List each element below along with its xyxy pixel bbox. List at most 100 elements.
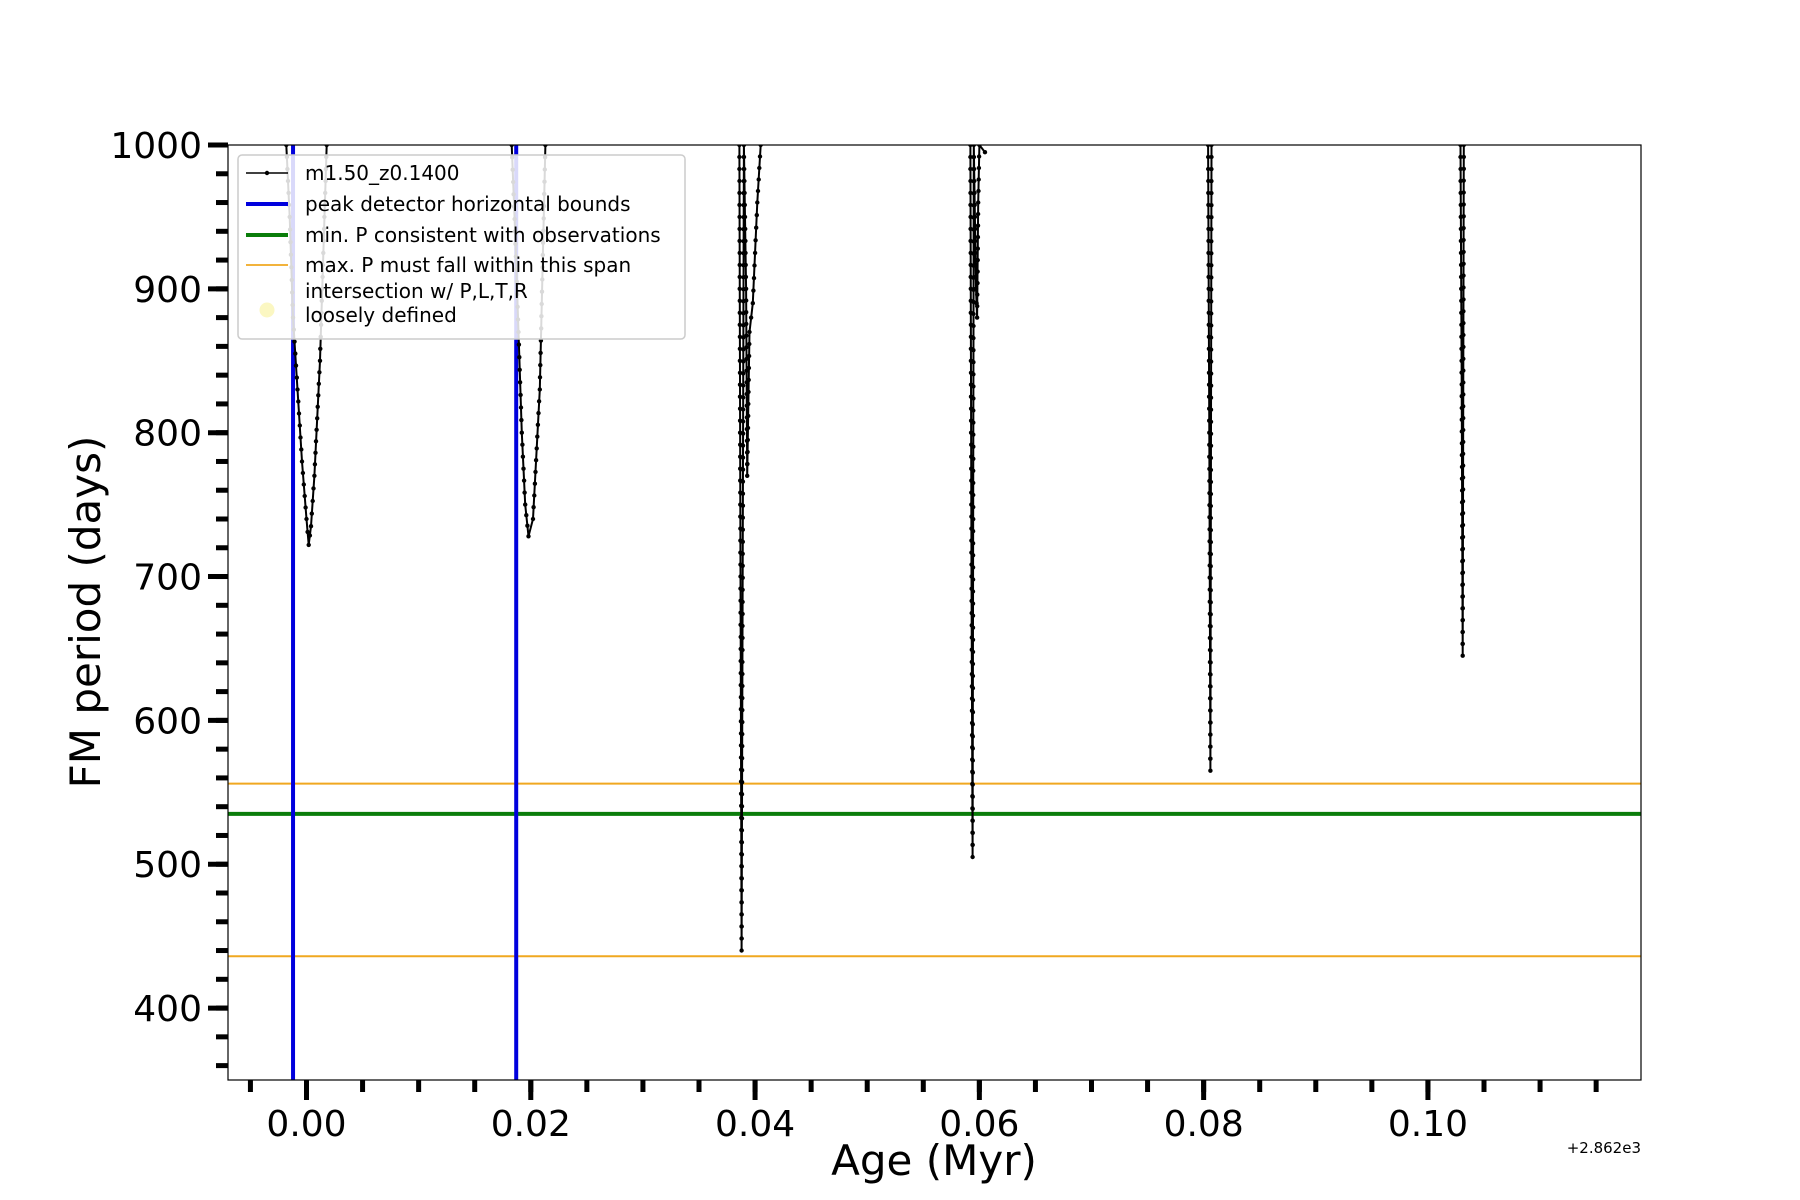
series-point xyxy=(738,263,742,267)
series-point xyxy=(1209,576,1213,580)
series-point xyxy=(741,552,745,556)
series-point xyxy=(971,372,975,376)
series-point xyxy=(737,155,741,159)
series-point xyxy=(1209,420,1213,424)
y-tick-label: 1000 xyxy=(110,126,202,167)
series-point xyxy=(744,275,748,279)
series-point xyxy=(971,626,975,630)
series-point xyxy=(971,396,975,400)
series-point xyxy=(738,275,742,279)
series-point xyxy=(1209,564,1213,568)
series-point xyxy=(1461,392,1465,396)
legend-marker xyxy=(260,303,275,318)
series-point xyxy=(753,251,757,255)
series-point xyxy=(295,387,299,391)
series-point xyxy=(971,324,975,328)
series-point xyxy=(313,462,317,466)
y-tick-label: 600 xyxy=(133,701,202,742)
series-point xyxy=(755,213,759,217)
series-point xyxy=(1461,654,1465,658)
series-point xyxy=(974,275,978,279)
series-point xyxy=(1209,203,1213,207)
series-point xyxy=(1209,215,1213,219)
series-point xyxy=(1208,732,1212,736)
series-point xyxy=(1461,475,1465,479)
series-point xyxy=(311,499,315,503)
series-point xyxy=(740,720,744,724)
series-point xyxy=(1461,570,1465,574)
series-point xyxy=(971,481,975,485)
series-point xyxy=(1209,456,1213,460)
series-point xyxy=(746,390,750,394)
series-point xyxy=(755,200,759,204)
series-point xyxy=(744,333,748,337)
series-point xyxy=(1209,468,1213,472)
series-point xyxy=(1209,287,1213,291)
series-point xyxy=(293,351,297,355)
series-point xyxy=(742,167,746,171)
series-point xyxy=(518,368,522,372)
series-point xyxy=(977,177,981,181)
series-point xyxy=(972,155,976,159)
series-point xyxy=(740,660,744,664)
series-point xyxy=(976,189,980,193)
series-point xyxy=(317,382,321,386)
legend: m1.50_z0.1400peak detector horizontal bo… xyxy=(238,155,685,339)
series-point xyxy=(308,533,312,537)
series-point xyxy=(971,336,975,340)
series-point xyxy=(1209,251,1213,255)
series-point xyxy=(740,852,744,856)
series-point xyxy=(741,395,745,399)
series-point xyxy=(747,378,751,382)
series-point xyxy=(745,462,749,466)
series-point xyxy=(1208,672,1212,676)
series-point xyxy=(521,467,525,471)
series-point xyxy=(298,423,302,427)
series-point xyxy=(747,330,751,334)
series-point xyxy=(518,393,522,397)
series-point xyxy=(1461,594,1465,598)
series-point xyxy=(974,287,978,291)
series-point xyxy=(741,540,745,544)
series-point xyxy=(318,347,322,351)
legend-label: peak detector horizontal bounds xyxy=(305,192,631,216)
series-point xyxy=(303,505,307,509)
y-tick-label: 800 xyxy=(133,414,202,455)
series-point xyxy=(971,770,975,774)
series-point xyxy=(1461,523,1465,527)
series-point xyxy=(1461,226,1465,230)
series-point xyxy=(740,924,744,928)
series-point xyxy=(973,239,977,243)
series-point xyxy=(971,710,975,714)
series-point xyxy=(524,513,528,517)
series-point xyxy=(740,588,744,592)
x-offset-label: +2.862e3 xyxy=(1567,1139,1641,1157)
series-point xyxy=(1209,396,1213,400)
series-point xyxy=(294,363,298,367)
series-point xyxy=(1209,263,1213,267)
series-point xyxy=(1209,191,1213,195)
series-point xyxy=(976,223,980,227)
series-point xyxy=(1208,745,1212,749)
series-point xyxy=(1461,262,1465,266)
series-point xyxy=(1461,558,1465,562)
series-point xyxy=(977,154,981,158)
series-point xyxy=(538,363,542,367)
series-point xyxy=(318,359,322,363)
legend-marker xyxy=(265,171,269,175)
series-point xyxy=(296,399,300,403)
series-point xyxy=(740,840,744,844)
series-point xyxy=(971,469,975,473)
series-point xyxy=(1461,333,1465,337)
series-point xyxy=(740,744,744,748)
series-point xyxy=(297,411,301,415)
x-tick-label: 0.00 xyxy=(266,1104,346,1145)
legend-label: max. P must fall within this span xyxy=(305,253,631,277)
series-point xyxy=(535,434,539,438)
series-point xyxy=(538,387,542,391)
series-point xyxy=(757,166,761,170)
series-point xyxy=(1209,588,1213,592)
series-point xyxy=(1209,359,1213,363)
series-point xyxy=(292,339,296,343)
series-point xyxy=(741,455,745,459)
